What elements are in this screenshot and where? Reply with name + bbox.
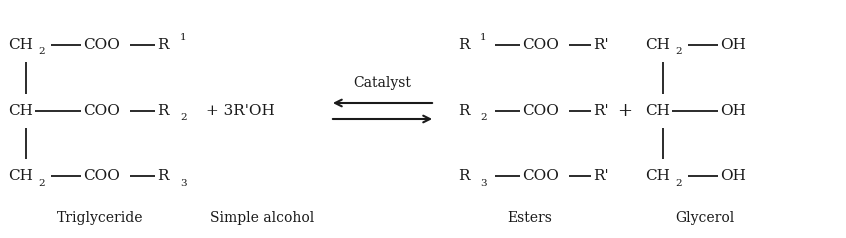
Text: CH: CH xyxy=(8,169,33,183)
Text: Simple alcohol: Simple alcohol xyxy=(210,211,314,225)
Text: 2: 2 xyxy=(675,48,682,56)
Text: 1: 1 xyxy=(480,34,486,43)
Text: COO: COO xyxy=(83,38,120,52)
Text: R: R xyxy=(157,38,168,52)
Text: OH: OH xyxy=(720,104,746,118)
Text: R': R' xyxy=(593,169,608,183)
Text: Triglyceride: Triglyceride xyxy=(57,211,143,225)
Text: 3: 3 xyxy=(180,178,187,188)
Text: CH: CH xyxy=(645,104,670,118)
Text: Esters: Esters xyxy=(508,211,552,225)
Text: CH: CH xyxy=(645,169,670,183)
Text: 2: 2 xyxy=(675,178,682,188)
Text: 1: 1 xyxy=(180,34,187,43)
Text: COO: COO xyxy=(522,104,559,118)
Text: R': R' xyxy=(593,38,608,52)
Text: R: R xyxy=(157,104,168,118)
Text: OH: OH xyxy=(720,38,746,52)
Text: 2: 2 xyxy=(180,114,187,123)
Text: COO: COO xyxy=(522,169,559,183)
Text: R: R xyxy=(458,104,470,118)
Text: CH: CH xyxy=(645,38,670,52)
Text: 2: 2 xyxy=(38,178,45,188)
Text: COO: COO xyxy=(83,169,120,183)
Text: +: + xyxy=(618,102,633,120)
Text: Catalyst: Catalyst xyxy=(354,76,411,90)
Text: R: R xyxy=(458,169,470,183)
Text: 2: 2 xyxy=(480,114,486,123)
Text: Glycerol: Glycerol xyxy=(675,211,734,225)
Text: + 3R'OH: + 3R'OH xyxy=(206,104,275,118)
Text: R: R xyxy=(157,169,168,183)
Text: R': R' xyxy=(593,104,608,118)
Text: 2: 2 xyxy=(38,48,45,56)
Text: COO: COO xyxy=(522,38,559,52)
Text: R: R xyxy=(458,38,470,52)
Text: OH: OH xyxy=(720,169,746,183)
Text: COO: COO xyxy=(83,104,120,118)
Text: CH: CH xyxy=(8,104,33,118)
Text: CH: CH xyxy=(8,38,33,52)
Text: 3: 3 xyxy=(480,178,486,188)
